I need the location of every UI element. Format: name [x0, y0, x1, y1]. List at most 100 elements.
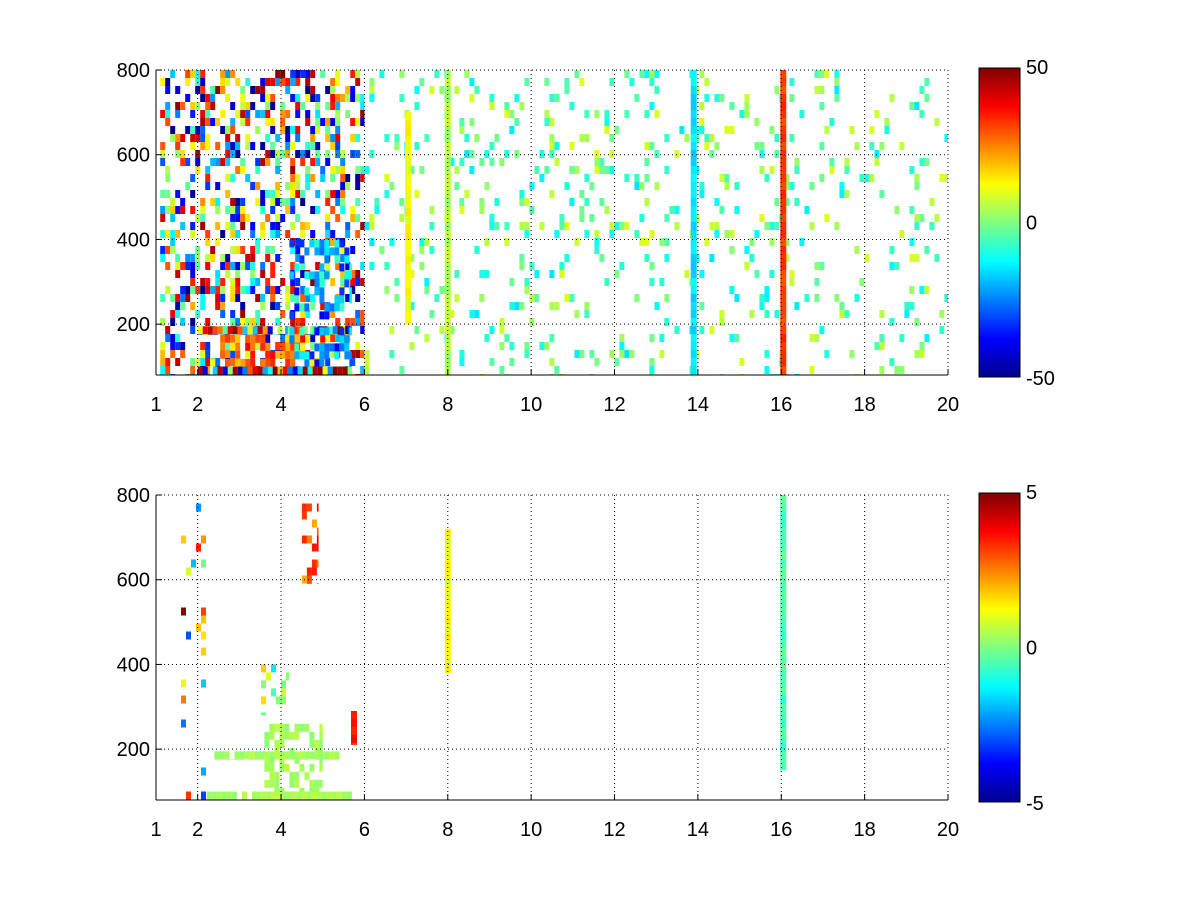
heatmap-cell	[664, 254, 670, 262]
heatmap-cell	[330, 166, 336, 174]
heatmap-cell	[205, 350, 211, 358]
heatmap-cell	[314, 247, 320, 256]
heatmap-cell	[165, 262, 171, 270]
heatmap-cell	[914, 350, 920, 358]
heatmap-cell	[799, 238, 805, 246]
heatmap-cell	[319, 779, 323, 788]
heatmap-column-cell	[690, 166, 697, 174]
heatmap-cell	[824, 214, 830, 222]
heatmap-cell	[599, 158, 605, 166]
heatmap-cell	[424, 238, 430, 246]
heatmap-column-cell	[780, 270, 787, 278]
heatmap-cell	[306, 567, 312, 576]
heatmap-cell	[285, 86, 291, 94]
heatmap-cell	[245, 78, 251, 86]
heatmap-cell	[834, 294, 840, 302]
heatmap-cell	[170, 310, 176, 318]
heatmap-column-cell	[780, 655, 787, 663]
heatmap-cell	[211, 791, 217, 800]
heatmap-cell	[324, 311, 330, 320]
heatmap-cell	[769, 270, 775, 278]
heatmap-cell	[924, 78, 930, 86]
heatmap-cell	[360, 118, 365, 126]
heatmap-cell	[235, 318, 241, 326]
heatmap-cell	[389, 326, 395, 334]
heatmap-cell	[924, 158, 930, 166]
heatmap-cell	[250, 350, 256, 359]
heatmap-cell	[330, 334, 336, 342]
heatmap-cell	[285, 302, 291, 310]
heatmap-cell	[180, 342, 186, 350]
heatmap-cell	[284, 731, 290, 740]
heatmap-column-cell	[444, 576, 451, 585]
heatmap-cell	[180, 102, 186, 110]
heatmap-cell	[335, 78, 341, 86]
heatmap-column-cell	[405, 248, 412, 257]
heatmap-column-cell	[351, 719, 357, 727]
heatmap-cell	[316, 527, 319, 536]
heatmap-cell	[175, 294, 181, 302]
heatmap-column-cell	[780, 158, 787, 166]
heatmap-cell	[335, 94, 341, 102]
heatmap-cell	[325, 222, 331, 230]
heatmap-cell	[245, 358, 251, 367]
heatmap-column-cell	[690, 334, 697, 342]
heatmap-cell	[270, 206, 276, 214]
heatmap-cell	[310, 294, 316, 302]
heatmap-cell	[609, 134, 615, 142]
heatmap-cell	[539, 222, 545, 230]
colorbar: 500-50	[978, 57, 1055, 390]
heatmap-cell	[294, 751, 300, 760]
heatmap-cell	[201, 631, 206, 640]
heatmap-cell	[819, 86, 825, 94]
heatmap-cell	[185, 262, 191, 270]
heatmap-cell	[854, 246, 860, 254]
heatmap-cell	[300, 310, 306, 318]
heatmap-cell	[170, 230, 176, 238]
heatmap-cell	[834, 86, 840, 94]
heatmap-cell	[306, 583, 312, 584]
heatmap-cell	[794, 302, 800, 310]
heatmap-column-cell	[780, 527, 787, 535]
heatmap-cell	[919, 110, 925, 118]
heatmap-cell	[319, 295, 325, 304]
heatmap-cell	[210, 86, 216, 94]
heatmap-cell	[307, 334, 313, 335]
heatmap-cell	[494, 222, 500, 230]
heatmap-cell	[294, 731, 300, 740]
heatmap-cell	[454, 182, 460, 190]
heatmap-column-cell	[351, 727, 357, 735]
heatmap-cell	[202, 334, 208, 335]
heatmap-cell	[190, 222, 196, 230]
heatmap-cell	[270, 78, 276, 86]
heatmap-cell	[379, 70, 385, 78]
heatmap-cell	[699, 118, 705, 126]
heatmap-cell	[414, 102, 420, 110]
heatmap-cell	[311, 791, 317, 800]
heatmap-cell	[529, 262, 535, 270]
heatmap-cell	[190, 110, 196, 118]
heatmap-cell	[311, 567, 317, 576]
heatmap-cell	[504, 150, 510, 158]
heatmap-cell	[255, 334, 261, 343]
heatmap-cell	[729, 102, 735, 110]
heatmap-cell	[210, 254, 216, 262]
heatmap-cell	[265, 190, 271, 198]
heatmap-cell	[165, 110, 171, 118]
heatmap-cell	[529, 206, 535, 214]
heatmap-cell	[255, 158, 261, 166]
heatmap-column-cell	[351, 711, 357, 719]
heatmap-cell	[324, 759, 330, 760]
heatmap-cell	[235, 262, 241, 270]
x-tick-label: 4	[275, 819, 286, 841]
heatmap-cell	[529, 294, 535, 302]
heatmap-cell	[489, 158, 495, 166]
heatmap-column-cell	[405, 312, 412, 321]
heatmap-cell	[894, 206, 900, 214]
heatmap-cell	[280, 110, 286, 118]
heatmap-cell	[275, 318, 281, 326]
heatmap-cell	[519, 102, 525, 110]
heatmap-cell	[314, 759, 320, 760]
heatmap-cell	[814, 86, 820, 94]
